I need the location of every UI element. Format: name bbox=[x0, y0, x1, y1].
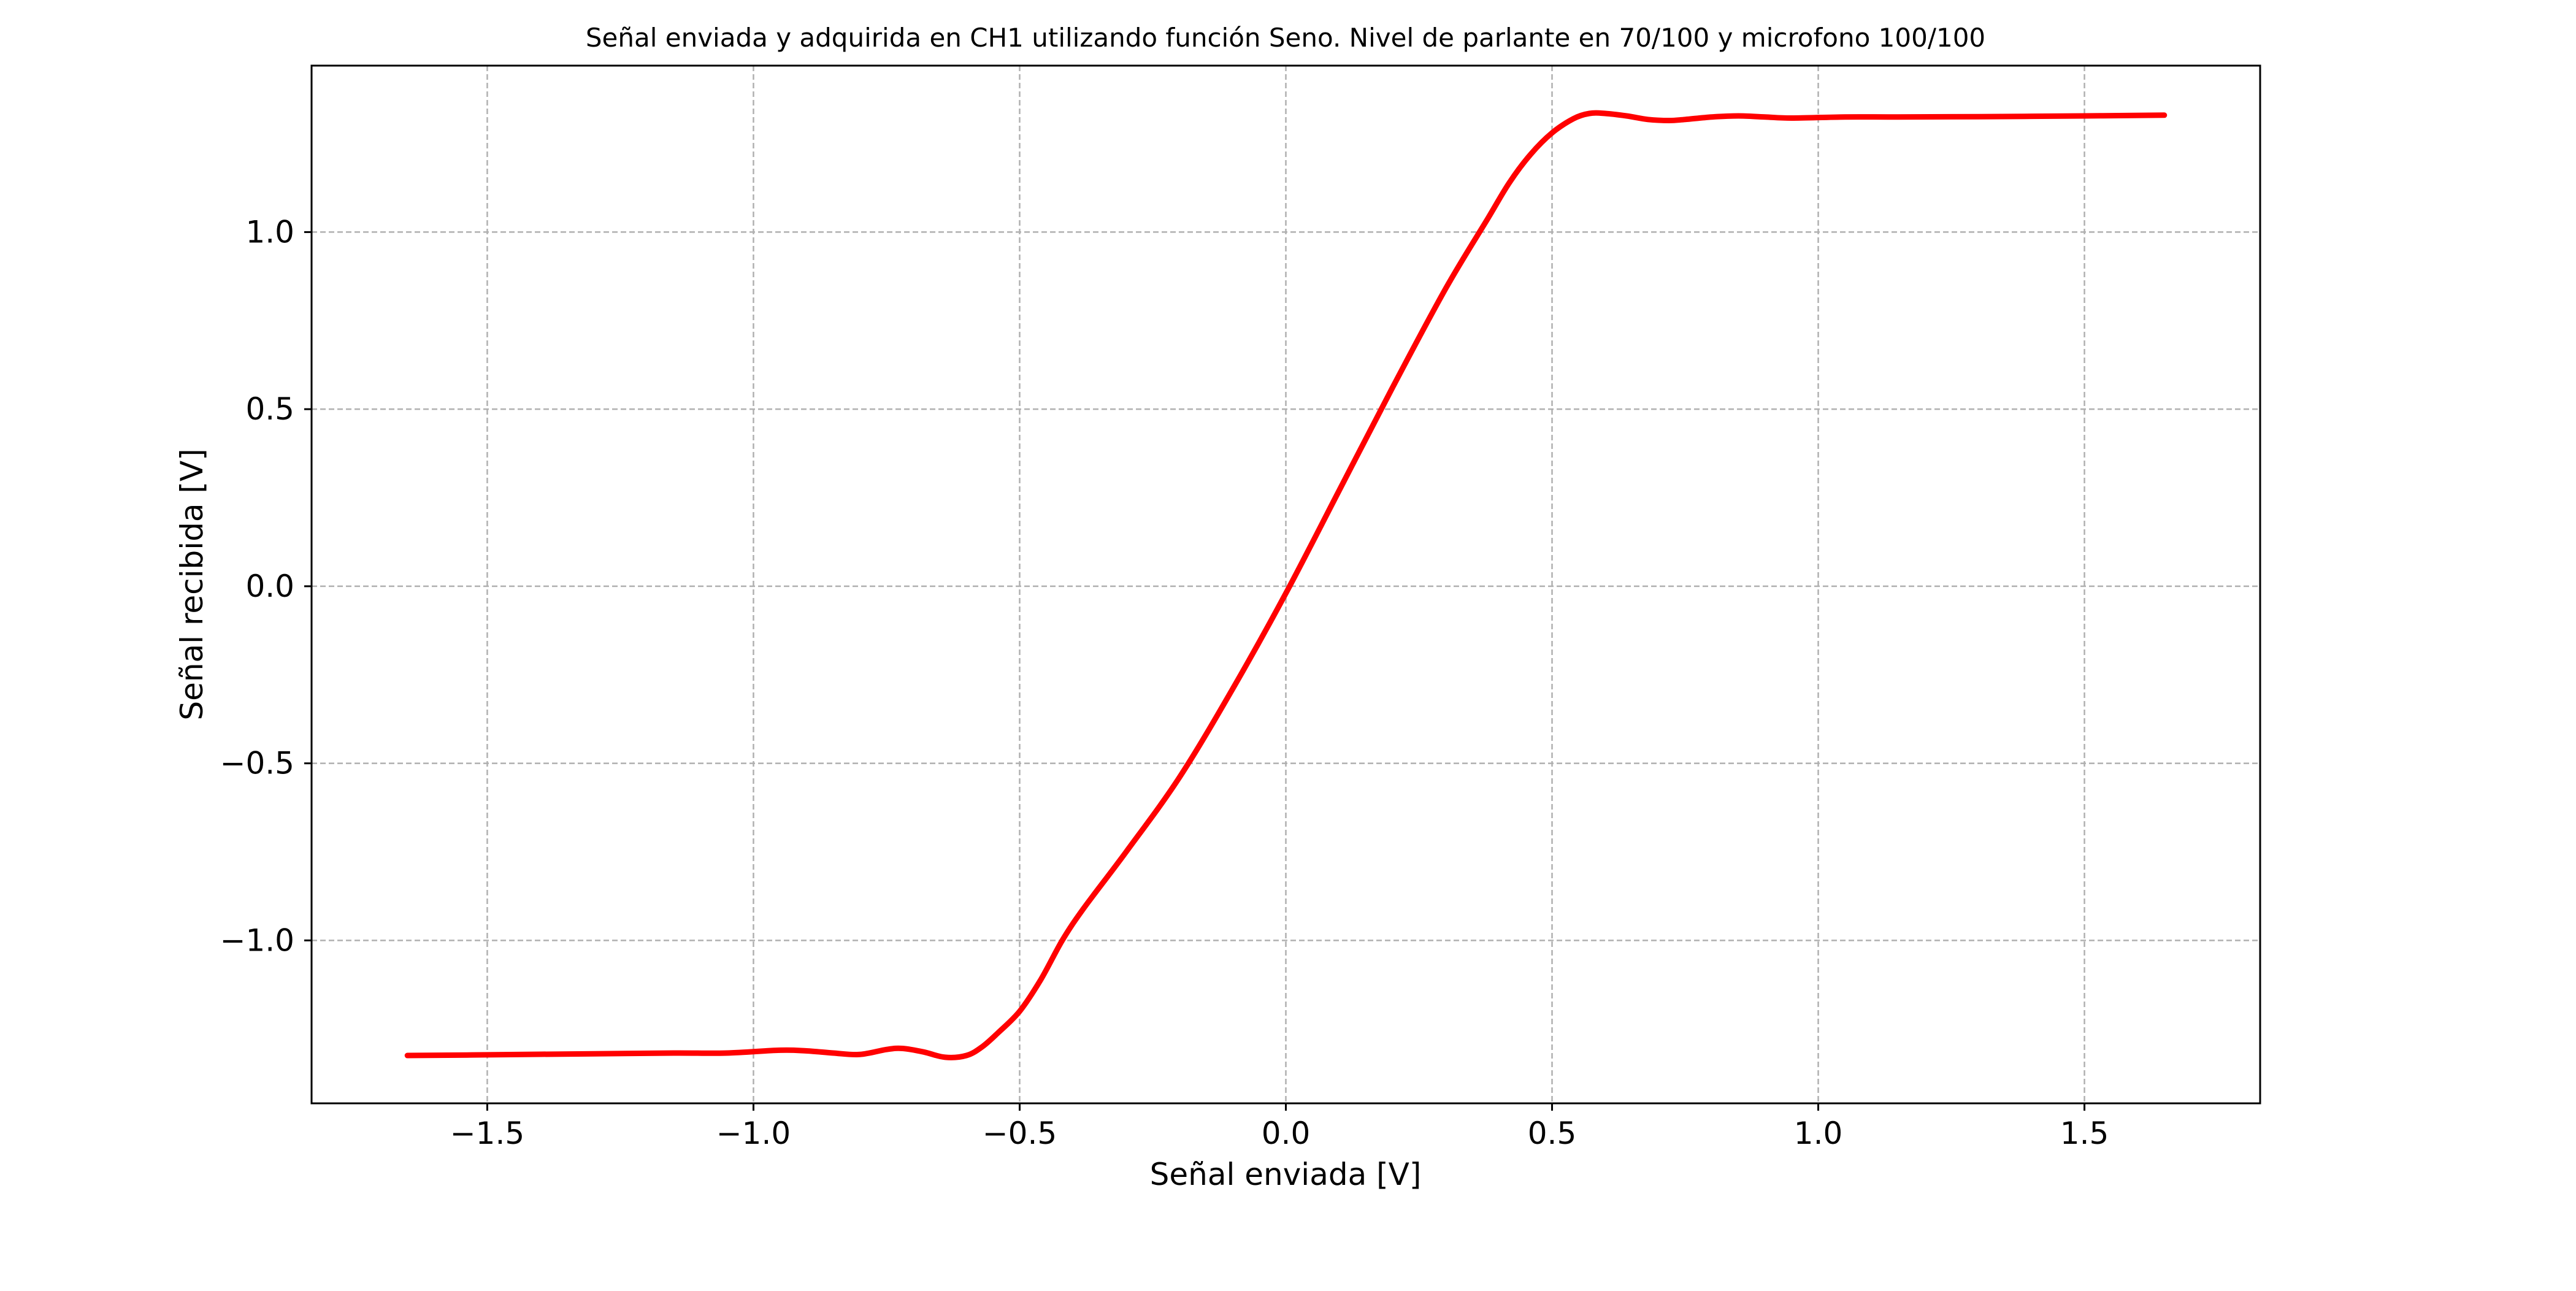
y-tick-label: 0.5 bbox=[245, 391, 294, 427]
x-tick-label: 0.0 bbox=[1262, 1116, 1311, 1151]
y-tick-label: −0.5 bbox=[220, 746, 294, 781]
tick-layer: −1.5 −1.0 −0.5 0.0 0.5 1.0 1.5 −1.0 −0.5 0.0 0.5 1.… bbox=[220, 214, 2109, 1151]
series-line-0 bbox=[404, 110, 2168, 1060]
y-tick-label: −1.0 bbox=[220, 922, 294, 958]
y-tick-label: 0.0 bbox=[245, 569, 294, 604]
x-tick-label: 0.5 bbox=[1528, 1116, 1577, 1151]
y-axis-label: Señal recibida [V] bbox=[174, 448, 210, 720]
y-tick-label: 1.0 bbox=[245, 214, 294, 250]
x-tick-label: 1.5 bbox=[2060, 1116, 2109, 1151]
grid-layer bbox=[312, 66, 2260, 1103]
chart-title: Señal enviada y adquirida en CH1 utiliza… bbox=[586, 23, 1985, 53]
x-tick-label: −1.0 bbox=[716, 1116, 791, 1151]
x-tick-label: −1.5 bbox=[450, 1116, 524, 1151]
series-layer bbox=[404, 110, 2168, 1060]
x-tick-label: −0.5 bbox=[983, 1116, 1057, 1151]
x-tick-label: 1.0 bbox=[1794, 1116, 1843, 1151]
x-axis-label: Señal enviada [V] bbox=[1150, 1157, 1422, 1192]
